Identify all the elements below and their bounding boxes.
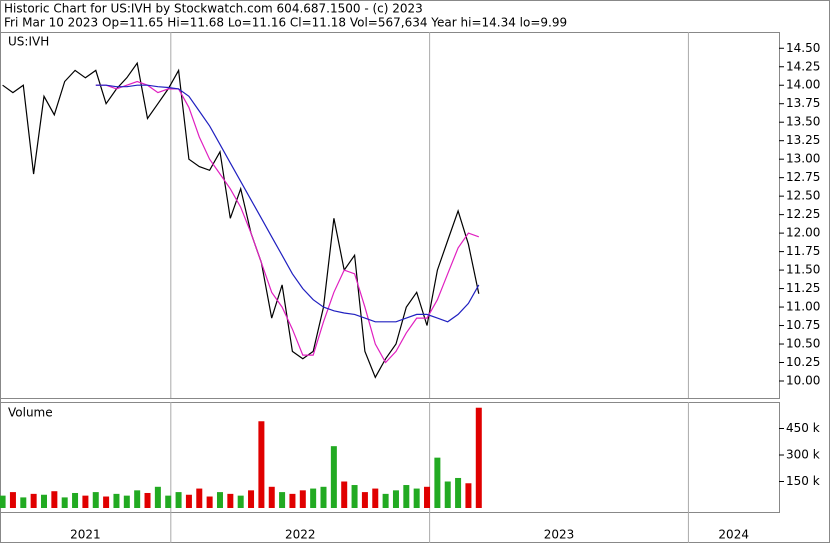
y-tick-label: 14.50	[786, 41, 820, 55]
volume-bar	[475, 407, 482, 508]
volume-bar	[216, 492, 223, 508]
symbol-label: US:IVH	[8, 35, 49, 49]
y-tick-label: 13.25	[786, 133, 820, 147]
volume-bar	[320, 486, 327, 508]
year-label: 2021	[70, 528, 101, 542]
y-tick-label: 12.00	[786, 226, 820, 240]
volume-bar	[424, 486, 431, 508]
volume-bar	[341, 481, 348, 508]
volume-bar	[51, 491, 58, 508]
volume-bar	[154, 486, 161, 508]
volume-bar	[72, 492, 79, 508]
volume-bar	[92, 492, 99, 508]
y-tick-label: 13.50	[786, 115, 820, 129]
volume-bar	[310, 488, 317, 508]
volume-bar	[444, 481, 451, 508]
y-tick-label: 300 k	[786, 448, 820, 462]
volume-bar	[175, 492, 182, 508]
y-tick-label: 11.00	[786, 300, 820, 314]
volume-bar	[455, 477, 462, 508]
y-tick-label: 10.75	[786, 318, 820, 332]
chart-subtitle: Fri Mar 10 2023 Op=11.65 Hi=11.68 Lo=11.…	[4, 16, 567, 30]
volume-bar	[123, 495, 130, 508]
volume-bar	[403, 485, 410, 508]
volume-bar	[330, 446, 337, 508]
y-tick-label: 450 k	[786, 421, 820, 435]
y-tick-label: 12.75	[786, 170, 820, 184]
y-tick-label: 13.00	[786, 152, 820, 166]
volume-bar	[185, 494, 192, 508]
volume-bar	[165, 495, 172, 508]
volume-bar	[134, 490, 141, 508]
year-label: 2024	[718, 528, 749, 542]
volume-bar	[196, 488, 203, 508]
y-tick-label: 11.75	[786, 244, 820, 258]
volume-bar	[82, 495, 89, 508]
volume-bar	[351, 485, 358, 508]
volume-bar	[0, 495, 6, 508]
year-label: 2022	[285, 528, 316, 542]
y-tick-label: 150 k	[786, 474, 820, 488]
volume-bar	[103, 496, 110, 508]
y-tick-label: 11.25	[786, 281, 820, 295]
price-line	[95, 80, 480, 364]
volume-bar	[372, 488, 379, 508]
volume-bar	[227, 493, 234, 508]
volume-bar	[9, 492, 16, 508]
y-tick-label: 14.00	[786, 78, 820, 92]
price-line	[2, 61, 480, 379]
y-tick-label: 10.50	[786, 337, 820, 351]
y-tick-label: 10.25	[786, 355, 820, 369]
volume-bar	[258, 421, 265, 508]
volume-bar	[113, 493, 120, 508]
volume-bar	[30, 493, 37, 508]
volume-bar	[206, 496, 213, 508]
y-tick-label: 14.25	[786, 59, 820, 73]
volume-bar	[279, 492, 286, 508]
volume-label: Volume	[8, 406, 53, 420]
volume-bar	[413, 488, 420, 508]
volume-bar	[434, 457, 441, 508]
volume-bar	[299, 490, 306, 508]
volume-bar	[289, 493, 296, 508]
y-tick-label: 12.50	[786, 189, 820, 203]
volume-bar	[40, 494, 47, 508]
chart-title: Historic Chart for US:IVH by Stockwatch.…	[4, 2, 423, 16]
volume-bar	[237, 495, 244, 508]
volume-bar	[248, 490, 255, 508]
volume-bar	[465, 483, 472, 508]
volume-bar	[268, 486, 275, 508]
volume-bar	[20, 497, 27, 508]
year-label: 2023	[544, 528, 575, 542]
volume-bar	[144, 492, 151, 508]
volume-bar	[382, 493, 389, 508]
y-tick-label: 13.75	[786, 96, 820, 110]
price-panel	[0, 32, 780, 399]
y-tick-label: 10.00	[786, 373, 820, 387]
volume-bar	[61, 497, 68, 508]
volume-bar	[361, 492, 368, 508]
volume-bar	[392, 490, 399, 508]
price-line	[95, 84, 480, 323]
y-tick-label: 11.50	[786, 263, 820, 277]
y-tick-label: 12.25	[786, 207, 820, 221]
